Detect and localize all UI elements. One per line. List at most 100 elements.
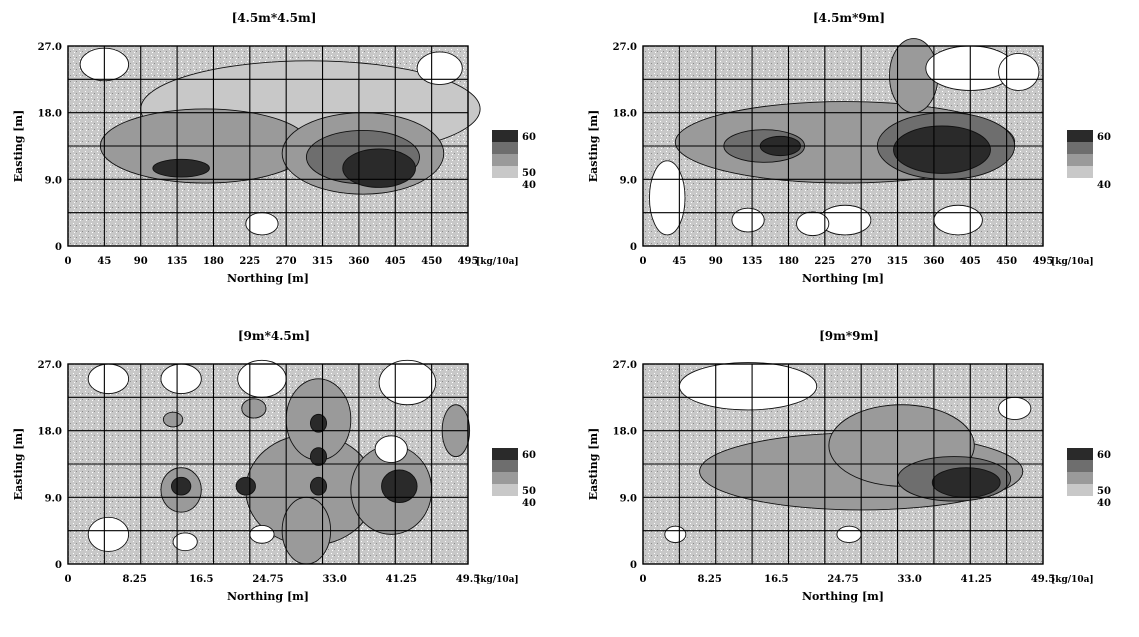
x-tick-label: 45	[97, 256, 111, 267]
contour-map-panel-2: [4.5m*9m] 0 9.0 18.0 27.0 0 45 90 135 180 225 270 31…	[575, 0, 1135, 318]
x-tick-label: 16.5	[764, 574, 788, 585]
legend-label: 40	[522, 180, 536, 191]
contour-region-low	[933, 204, 983, 236]
legend-swatch	[1067, 154, 1093, 166]
contour-region-low	[998, 396, 1032, 421]
x-tick-label: 33.0	[322, 574, 346, 585]
contour-region-low	[416, 51, 463, 85]
unit-label: [kg/10a]	[476, 257, 519, 267]
y-tick-label: 27.0	[613, 42, 637, 53]
y-tick-label: 0	[630, 560, 637, 571]
x-tick-label: 33.0	[897, 574, 921, 585]
contour-region-low	[998, 52, 1040, 91]
y-tick-label: 27.0	[613, 360, 637, 371]
legend-swatch	[492, 130, 518, 142]
plot-frame	[67, 45, 469, 247]
x-tick-label: 225	[814, 256, 835, 267]
contour-region-mid	[162, 411, 184, 428]
legend-swatch	[492, 484, 518, 496]
x-tick-label: 405	[385, 256, 406, 267]
legend-label: 50	[522, 486, 536, 497]
legend-label: 50	[1097, 486, 1111, 497]
contour-region-high	[309, 476, 328, 496]
x-tick-label: 8.25	[697, 574, 721, 585]
contour-region-high	[381, 469, 418, 503]
contour-region-low	[836, 525, 862, 543]
x-tick-label: 49.5	[456, 574, 480, 585]
legend: 60 40	[1067, 130, 1111, 191]
contour-map-svg: [4.5m*9m] 0 9.0 18.0 27.0 0 45 90 135 180 225 270 31…	[587, 11, 1111, 285]
x-tick-label: 270	[276, 256, 297, 267]
x-tick-label: 90	[134, 256, 148, 267]
chart-title: [4.5m*9m]	[813, 11, 885, 25]
x-tick-label: 0	[65, 574, 72, 585]
x-tick-label: 135	[742, 256, 763, 267]
legend-label: 60	[1097, 450, 1111, 461]
chart-title: [4.5m*4.5m]	[232, 11, 317, 25]
contour-region-low	[87, 363, 130, 395]
contour-region-high	[931, 467, 1001, 498]
x-tick-label: 41.25	[961, 574, 992, 585]
plot-frame	[642, 363, 1044, 565]
chart-title: [9m*9m]	[819, 329, 879, 343]
x-tick-label: 495	[458, 256, 479, 267]
plot-frame	[67, 363, 469, 565]
y-tick-label: 27.0	[38, 360, 62, 371]
y-tick-label: 0	[630, 242, 637, 253]
x-tick-label: 315	[312, 256, 333, 267]
legend-swatch	[1067, 484, 1093, 496]
plot-frame	[642, 45, 1044, 247]
legend-label: 60	[522, 450, 536, 461]
y-tick-label: 0	[55, 560, 62, 571]
y-tick-label: 18.0	[613, 109, 637, 120]
contour-region-low	[172, 532, 198, 552]
y-axis-label: Easting [m]	[587, 428, 600, 501]
contour-region-mid	[241, 398, 267, 419]
y-tick-label: 9.0	[45, 175, 62, 186]
legend-swatch	[1067, 142, 1093, 154]
x-tick-label: 24.75	[252, 574, 283, 585]
y-tick-label: 0	[55, 242, 62, 253]
unit-label: [kg/10a]	[476, 575, 519, 585]
contour-region-low	[678, 362, 818, 411]
x-tick-label: 0	[65, 256, 72, 267]
x-tick-label: 495	[1033, 256, 1054, 267]
x-tick-label: 315	[887, 256, 908, 267]
x-tick-label: 270	[851, 256, 872, 267]
legend-swatch	[1067, 166, 1093, 178]
unit-label: [kg/10a]	[1051, 257, 1094, 267]
legend-swatch	[1067, 460, 1093, 472]
contour-region-low	[378, 359, 437, 406]
contour-region-low	[237, 359, 287, 398]
y-axis-label: Easting [m]	[587, 110, 600, 183]
y-tick-label: 27.0	[38, 42, 62, 53]
legend-label: 40	[1097, 180, 1111, 191]
y-tick-label: 9.0	[620, 175, 637, 186]
contour-map-panel-4: [9m*9m] 0 9.0 18.0 27.0 0 8.25 16.5 24.75 33.0 41.…	[575, 318, 1135, 636]
legend-swatch	[492, 142, 518, 154]
x-axis-label: Northing [m]	[802, 590, 884, 603]
contour-region-high	[342, 148, 416, 188]
contour-region-high	[309, 413, 328, 433]
legend-swatch	[492, 166, 518, 178]
contour-map-panel-1: [4.5m*4.5m] 0 9.0 18.0 27.0 0 45 90 135 180 225 270…	[0, 0, 560, 318]
contour-regions	[87, 359, 471, 565]
contour-map-panel-3: [9m*4.5m] 0 9.0 18.0 27.0 0 8.25 16.5 24.75 33.0 4…	[0, 318, 560, 636]
y-tick-label: 18.0	[613, 427, 637, 438]
x-tick-label: 405	[960, 256, 981, 267]
x-tick-label: 8.25	[122, 574, 146, 585]
x-tick-label: 45	[672, 256, 686, 267]
legend-swatch	[492, 154, 518, 166]
x-tick-label: 16.5	[189, 574, 213, 585]
x-tick-label: 450	[996, 256, 1017, 267]
y-tick-label: 18.0	[38, 427, 62, 438]
x-tick-label: 360	[348, 256, 369, 267]
contour-region-low	[796, 211, 830, 237]
contour-region-high	[152, 158, 210, 178]
contour-map-svg: [9m*4.5m] 0 9.0 18.0 27.0 0 8.25 16.5 24.75 33.0 4…	[12, 329, 536, 603]
contour-region-high	[893, 125, 991, 174]
contour-region-high	[309, 447, 328, 466]
legend-label: 60	[1097, 132, 1111, 143]
